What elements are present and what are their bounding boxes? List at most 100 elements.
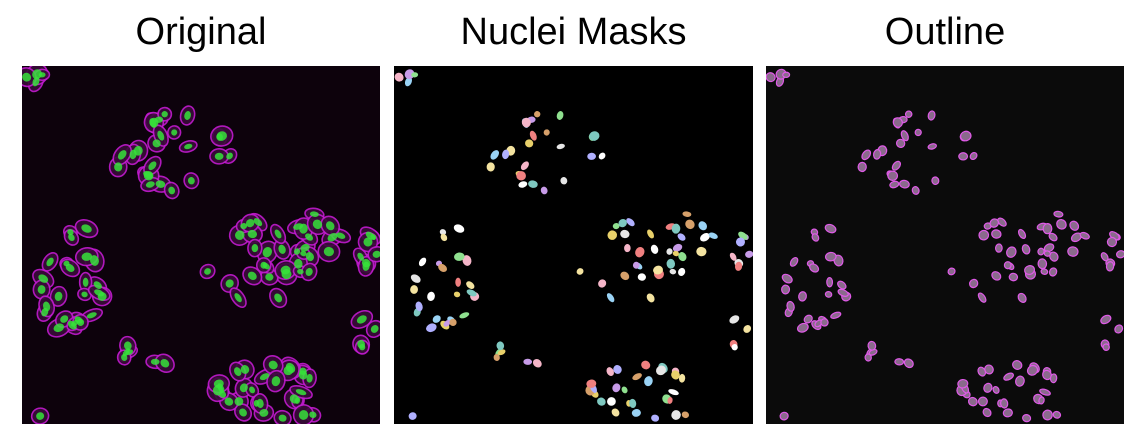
- nucleus-outline: [820, 318, 829, 327]
- nucleus-mask: [523, 358, 533, 365]
- nucleus-mask: [678, 267, 686, 276]
- nucleus-outline: [983, 382, 993, 393]
- cell-nucleus: [145, 181, 155, 188]
- nucleus-mask: [606, 367, 614, 376]
- cell-nucleus: [184, 111, 191, 120]
- nucleus-outline: [978, 229, 990, 241]
- cell-nucleus: [224, 397, 234, 406]
- cell-nucleus: [300, 243, 310, 252]
- cell-nucleus: [60, 315, 69, 323]
- nucleus-outline: [782, 71, 791, 79]
- nucleus-outline: [1022, 414, 1032, 423]
- cell-nucleus: [160, 359, 170, 368]
- nucleus-mask: [520, 161, 529, 171]
- panel-title-nuclei-masks: Nuclei Masks: [460, 11, 687, 53]
- nucleus-outline: [867, 340, 877, 351]
- nucleus-outline: [1053, 210, 1064, 218]
- nucleus-mask: [626, 218, 635, 227]
- cell-nucleus: [22, 72, 32, 82]
- panel-title-original: Original: [135, 11, 267, 53]
- nucleus-mask: [404, 76, 413, 87]
- nucleus-mask: [587, 152, 596, 160]
- nucleus-outline: [982, 407, 992, 418]
- nuclei-masks-image: [394, 66, 753, 424]
- nucleus-mask: [597, 397, 606, 406]
- cell-nucleus: [298, 370, 308, 380]
- nucleus-mask: [438, 263, 448, 272]
- nucleus-mask: [671, 223, 681, 234]
- nucleus-mask: [656, 365, 667, 376]
- nucleus-mask: [453, 224, 465, 233]
- cell-nucleus: [259, 373, 270, 381]
- nucleus-mask: [496, 341, 505, 351]
- nucleus-mask: [646, 293, 655, 303]
- nucleus-mask: [454, 252, 465, 261]
- nucleus-outline: [895, 138, 906, 148]
- nucleus-outline: [1026, 364, 1039, 376]
- nucleus-mask: [743, 325, 752, 333]
- nucleus-outline: [824, 223, 837, 234]
- nucleus-mask: [644, 376, 653, 387]
- cell-nucleus: [268, 360, 278, 370]
- cell-nucleus: [148, 161, 157, 171]
- cell-nucleus: [265, 273, 274, 281]
- nucleus-outline: [969, 278, 979, 289]
- nucleus-outline: [1049, 373, 1058, 384]
- cell-nucleus: [298, 410, 309, 420]
- nucleus-mask: [502, 149, 510, 160]
- nucleus-outline: [889, 180, 900, 189]
- cell-nucleus: [184, 143, 193, 150]
- nucleus-mask: [426, 323, 437, 333]
- cell-nucleus: [214, 152, 224, 160]
- nucleus-mask: [410, 285, 418, 294]
- nucleus-mask: [611, 408, 620, 417]
- cell-nucleus: [356, 315, 367, 324]
- nucleus-mask: [685, 219, 695, 230]
- nucleus-outline: [1040, 268, 1049, 275]
- nucleus-outline: [899, 179, 910, 189]
- cell-nucleus: [65, 263, 75, 272]
- nucleus-outline: [1015, 375, 1025, 387]
- nucleus-outline: [887, 170, 899, 182]
- nucleus-outline: [811, 233, 820, 242]
- nucleus-mask: [607, 397, 616, 406]
- cell-nucleus: [240, 223, 248, 230]
- cell-nucleus: [82, 277, 89, 287]
- nucleus-mask: [731, 343, 738, 351]
- nucleus-outline: [1049, 251, 1059, 262]
- cell-nucleus: [152, 139, 161, 148]
- nucleus-mask: [404, 69, 415, 80]
- nucleus-mask: [612, 383, 621, 393]
- nucleus-outline: [837, 288, 849, 297]
- nucleus-mask: [734, 261, 743, 271]
- nucleus-mask: [576, 268, 584, 275]
- cell-nucleus: [305, 233, 314, 241]
- nucleus-outline: [1043, 250, 1052, 257]
- cell-nucleus: [306, 373, 313, 383]
- nucleus-mask: [529, 130, 537, 141]
- nucleus-mask: [449, 318, 457, 327]
- nucleus-mask: [518, 181, 528, 188]
- nucleus-mask: [528, 180, 538, 188]
- nucleus-outline: [789, 256, 799, 267]
- cell-nucleus: [143, 171, 154, 181]
- cell-nucleus: [294, 258, 303, 269]
- nucleus-mask: [418, 257, 427, 267]
- nucleus-mask: [735, 237, 745, 247]
- nucleus-mask: [486, 162, 495, 172]
- nucleus-outline: [1106, 236, 1118, 248]
- nucleus-outline: [1003, 261, 1012, 270]
- nucleus-mask: [534, 111, 541, 118]
- nucleus-mask: [525, 139, 534, 148]
- nucleus-mask: [466, 281, 475, 290]
- nucleus-mask: [745, 250, 753, 258]
- nucleus-mask: [668, 389, 679, 396]
- nucleus-mask: [455, 277, 461, 287]
- nucleus-outline: [927, 110, 936, 121]
- nucleus-mask: [411, 72, 419, 78]
- nucleus-outline: [1024, 265, 1036, 276]
- nucleus-outline: [796, 322, 809, 333]
- nucleus-outline: [1043, 243, 1055, 253]
- nucleus-outline: [824, 251, 837, 262]
- nucleus-mask: [678, 252, 687, 262]
